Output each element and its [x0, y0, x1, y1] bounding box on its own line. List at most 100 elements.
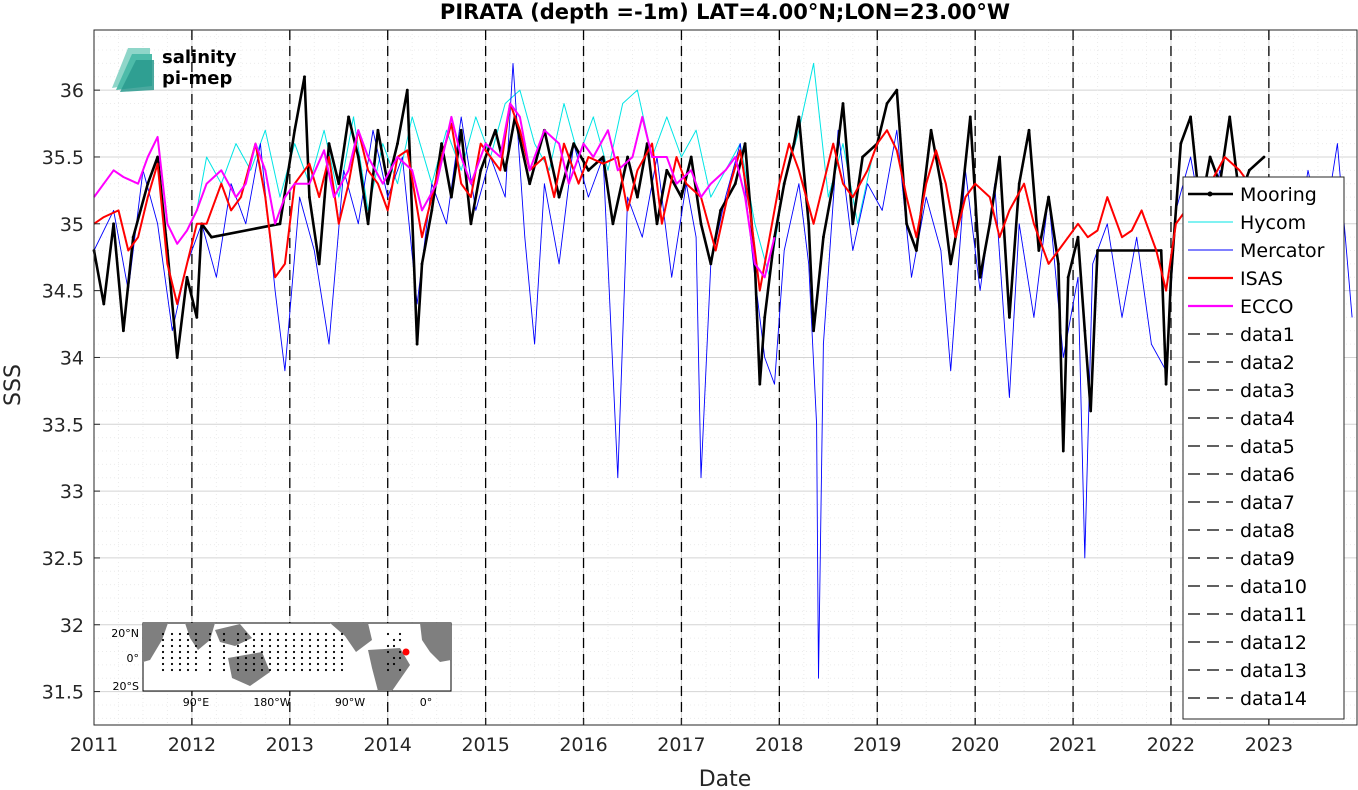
inset-array-dot	[392, 644, 396, 648]
legend-label: ECCO	[1240, 296, 1294, 318]
inset-array-dot	[316, 650, 320, 654]
legend-label: data9	[1240, 548, 1295, 570]
legend-label: data4	[1240, 408, 1295, 430]
mooring-point	[1017, 182, 1021, 186]
inset-array-dot	[284, 644, 288, 648]
inset-array-dot	[178, 656, 182, 660]
y-tick-label: 31.5	[42, 682, 84, 704]
inset-array-dot	[308, 662, 312, 666]
inset-array-dot	[332, 656, 336, 660]
inset-array-dot	[236, 650, 240, 654]
mooring-point	[949, 262, 953, 266]
inset-array-dot	[178, 638, 182, 642]
mooring-point	[1208, 155, 1212, 159]
inset-array-dot	[324, 632, 328, 636]
mooring-point	[356, 155, 360, 159]
inset-array-dot	[316, 644, 320, 648]
mooring-point	[792, 142, 796, 146]
inset-array-dot	[392, 656, 396, 660]
series-lines	[92, 62, 1353, 679]
inset-array-dot	[170, 644, 174, 648]
inset-array-dot	[208, 632, 212, 636]
mooring-point	[386, 182, 390, 186]
inset-array-dot	[308, 650, 312, 654]
inset-array-dot	[178, 644, 182, 648]
y-tick-label: 35	[60, 214, 84, 236]
inset-array-dot	[186, 668, 190, 672]
inset-array-dot	[244, 668, 248, 672]
legend-label: data5	[1240, 436, 1295, 458]
inset-array-dot	[222, 638, 226, 642]
mooring-point	[303, 75, 306, 79]
mooring-point	[782, 182, 786, 186]
inset-array-dot	[161, 650, 165, 654]
inset-array-dot	[208, 650, 212, 654]
mooring-point	[503, 168, 507, 172]
inset-array-dot	[284, 650, 288, 654]
inset-array-dot	[161, 656, 165, 660]
inset-array-dot	[260, 632, 264, 636]
inset-array-dot	[332, 668, 336, 672]
inset-array-dot	[284, 638, 288, 642]
legend-label: Mercator	[1240, 240, 1325, 262]
inset-array-dot	[161, 662, 165, 666]
inset-array-dot	[222, 632, 226, 636]
mooring-point	[719, 209, 723, 212]
inset-array-dot	[244, 656, 248, 660]
inset-array-dot	[276, 650, 280, 654]
inset-array-dot	[292, 650, 296, 654]
mooring-point	[420, 262, 424, 266]
inset-array-dot	[244, 644, 248, 648]
inset-array-dot	[170, 638, 174, 642]
inset-array-dot	[161, 638, 165, 642]
mooring-point	[895, 88, 899, 92]
mooring-point	[1061, 449, 1065, 453]
mooring-point	[1037, 249, 1041, 252]
mooring-point	[528, 182, 532, 186]
inset-array-dot	[300, 638, 304, 642]
inset-array-dot	[332, 650, 336, 654]
inset-array-dot	[340, 638, 344, 642]
mooring-point	[1083, 329, 1087, 333]
legend-label: data12	[1240, 632, 1307, 654]
inset-array-dot	[194, 638, 198, 642]
inset-array-dot	[324, 668, 328, 672]
mooring-point	[1056, 262, 1060, 266]
inset-array-dot	[276, 638, 280, 642]
inset-array-dot	[222, 650, 226, 654]
inset-array-dot	[268, 650, 272, 654]
y-tick-label: 33.5	[42, 414, 84, 436]
mooring-point	[146, 182, 150, 186]
inset-array-dot	[324, 662, 328, 666]
mooring-point	[1159, 249, 1163, 252]
inset-array-dot	[222, 656, 226, 660]
inset-array-dot	[284, 668, 288, 672]
inset-array-dot	[161, 668, 165, 672]
mooring-location-marker	[402, 648, 410, 656]
mooring-point	[763, 315, 767, 319]
mooring-point	[1096, 249, 1099, 252]
inset-array-dot	[194, 668, 198, 672]
inset-array-dot	[268, 632, 272, 636]
inset-array-dot	[178, 662, 182, 666]
inset-array-dot	[324, 656, 328, 660]
mooring-point	[929, 128, 933, 132]
inset-array-dot	[300, 662, 304, 666]
x-tick-label: 2012	[168, 734, 216, 756]
inset-array-dot	[398, 638, 402, 642]
mooring-point	[469, 222, 473, 226]
mooring-point	[440, 142, 443, 146]
y-tick-label: 34	[60, 347, 84, 369]
mooring-point	[689, 155, 693, 159]
mooring-point	[915, 249, 918, 252]
inset-array-dot	[308, 644, 312, 648]
mooring-point	[861, 155, 864, 159]
inset-y-label-0: 0°	[127, 652, 140, 665]
inset-array-dot	[170, 632, 174, 636]
y-tick-label: 36	[60, 80, 84, 102]
inset-array-dot	[268, 662, 272, 666]
inset-array-dot	[260, 650, 264, 654]
inset-array-dot	[260, 662, 264, 666]
mooring-point	[376, 128, 380, 132]
inset-array-dot	[236, 644, 240, 648]
